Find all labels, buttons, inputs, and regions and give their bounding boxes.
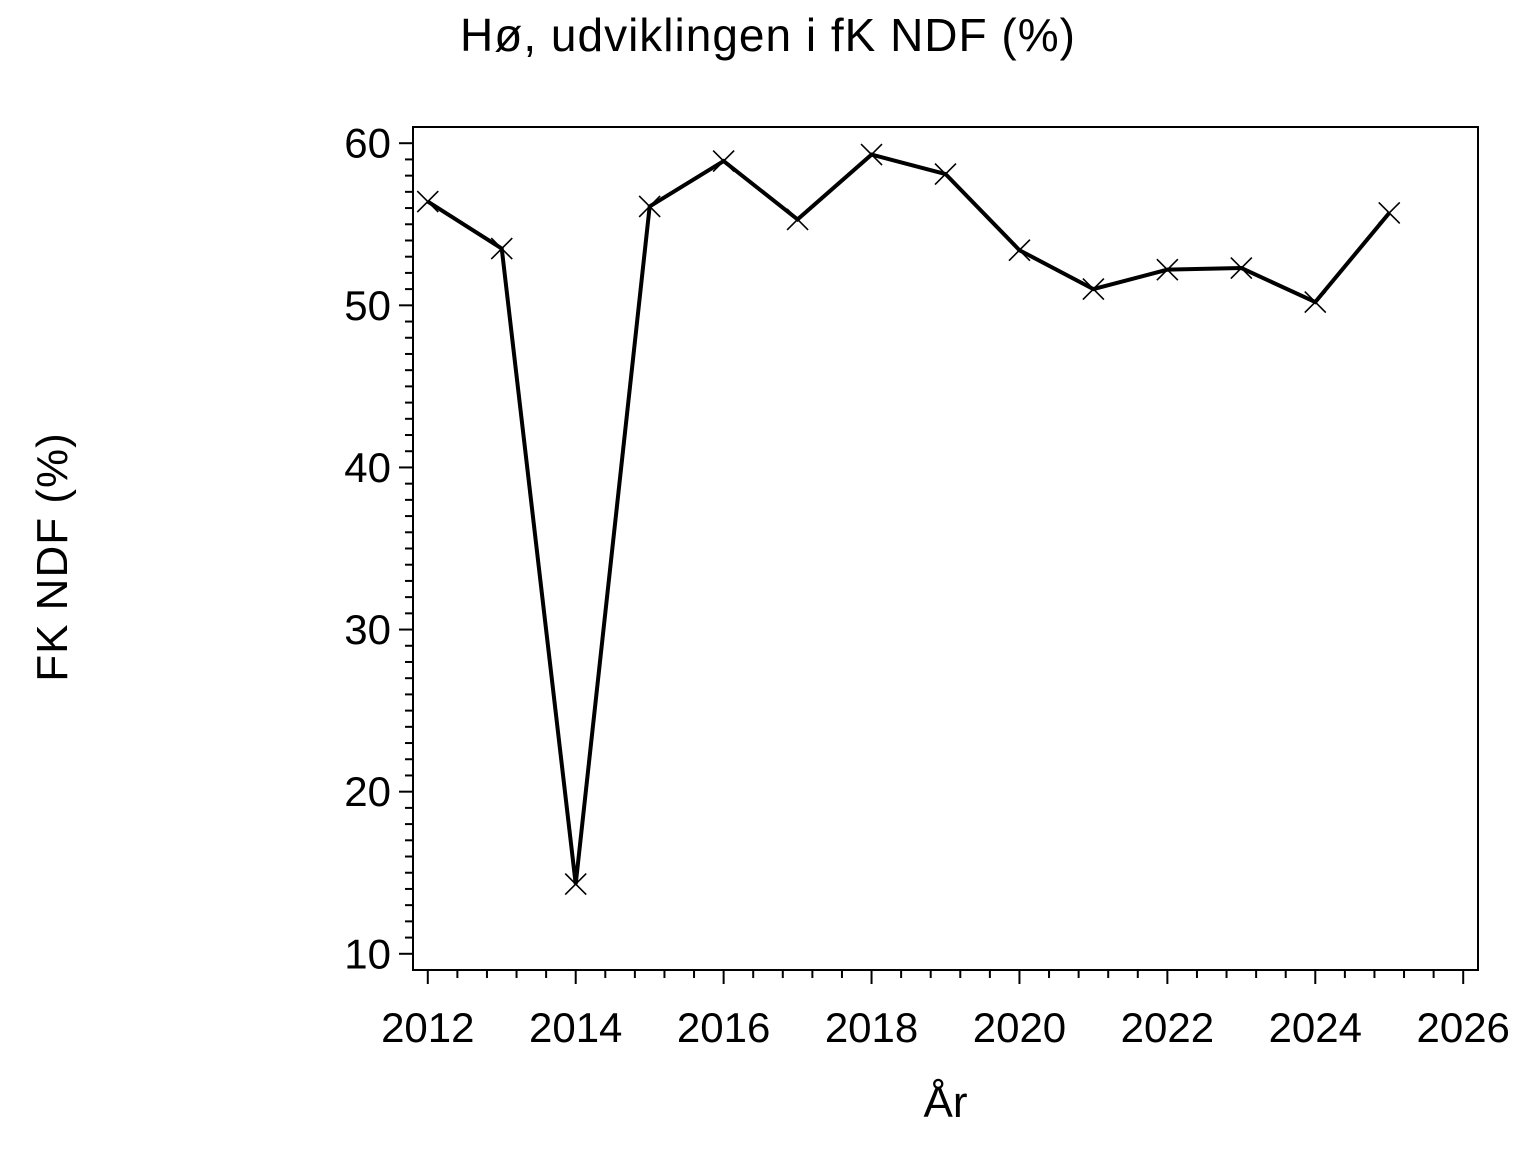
marker-stroke [1082, 278, 1105, 301]
data-point-marker-2025 [1378, 201, 1401, 224]
y-tick-label: 30 [344, 606, 391, 653]
data-point-marker-2024 [1304, 291, 1327, 314]
data-point-marker-2016 [712, 149, 735, 173]
marker-stroke [1156, 258, 1179, 281]
marker-stroke [1304, 291, 1327, 314]
x-tick-label: 2016 [677, 1004, 770, 1051]
chart-title: Hø, udviklingen i fK NDF (%) [460, 9, 1076, 61]
data-point-marker-2018 [860, 143, 883, 166]
x-tick-label: 2024 [1269, 1004, 1362, 1051]
marker-stroke [1230, 256, 1253, 280]
marker-stroke [1008, 239, 1031, 262]
marker-stroke [712, 149, 735, 173]
marker-stroke [638, 195, 661, 218]
data-point-marker-2015 [638, 195, 661, 218]
y-tick-label: 50 [344, 282, 391, 329]
data-point-marker-2017 [786, 208, 809, 231]
data-point-marker-2019 [934, 162, 957, 186]
data-point-marker-2021 [1082, 278, 1105, 301]
y-tick-label: 10 [344, 930, 391, 977]
data-point-marker-2023 [1230, 256, 1253, 280]
x-tick-label: 2026 [1416, 1004, 1509, 1051]
marker-stroke [1378, 201, 1401, 224]
data-point-marker-2013 [490, 237, 513, 260]
y-tick-label: 60 [344, 120, 391, 167]
y-tick-label: 20 [344, 768, 391, 815]
x-tick-label: 2020 [973, 1004, 1066, 1051]
data-point-marker-2022 [1156, 258, 1179, 281]
x-tick-label: 2018 [825, 1004, 918, 1051]
marker-stroke [564, 873, 587, 896]
x-tick-label: 2012 [381, 1004, 474, 1051]
data-series-line [426, 152, 1391, 885]
marker-stroke [860, 143, 883, 166]
data-point-marker-2014 [564, 873, 587, 896]
data-point-marker-2012 [416, 190, 439, 213]
marker-stroke [416, 190, 439, 213]
marker-stroke [934, 162, 957, 186]
y-tick-label: 40 [344, 444, 391, 491]
marker-stroke [490, 237, 513, 260]
x-tick-label: 2022 [1121, 1004, 1214, 1051]
data-point-marker-2020 [1008, 239, 1031, 262]
x-tick-label: 2014 [529, 1004, 622, 1051]
marker-stroke [786, 208, 809, 231]
x-axis-label: År [923, 1078, 968, 1127]
